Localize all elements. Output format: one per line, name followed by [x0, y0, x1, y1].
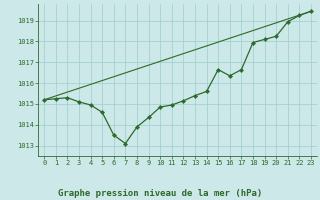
Text: Graphe pression niveau de la mer (hPa): Graphe pression niveau de la mer (hPa)	[58, 189, 262, 198]
